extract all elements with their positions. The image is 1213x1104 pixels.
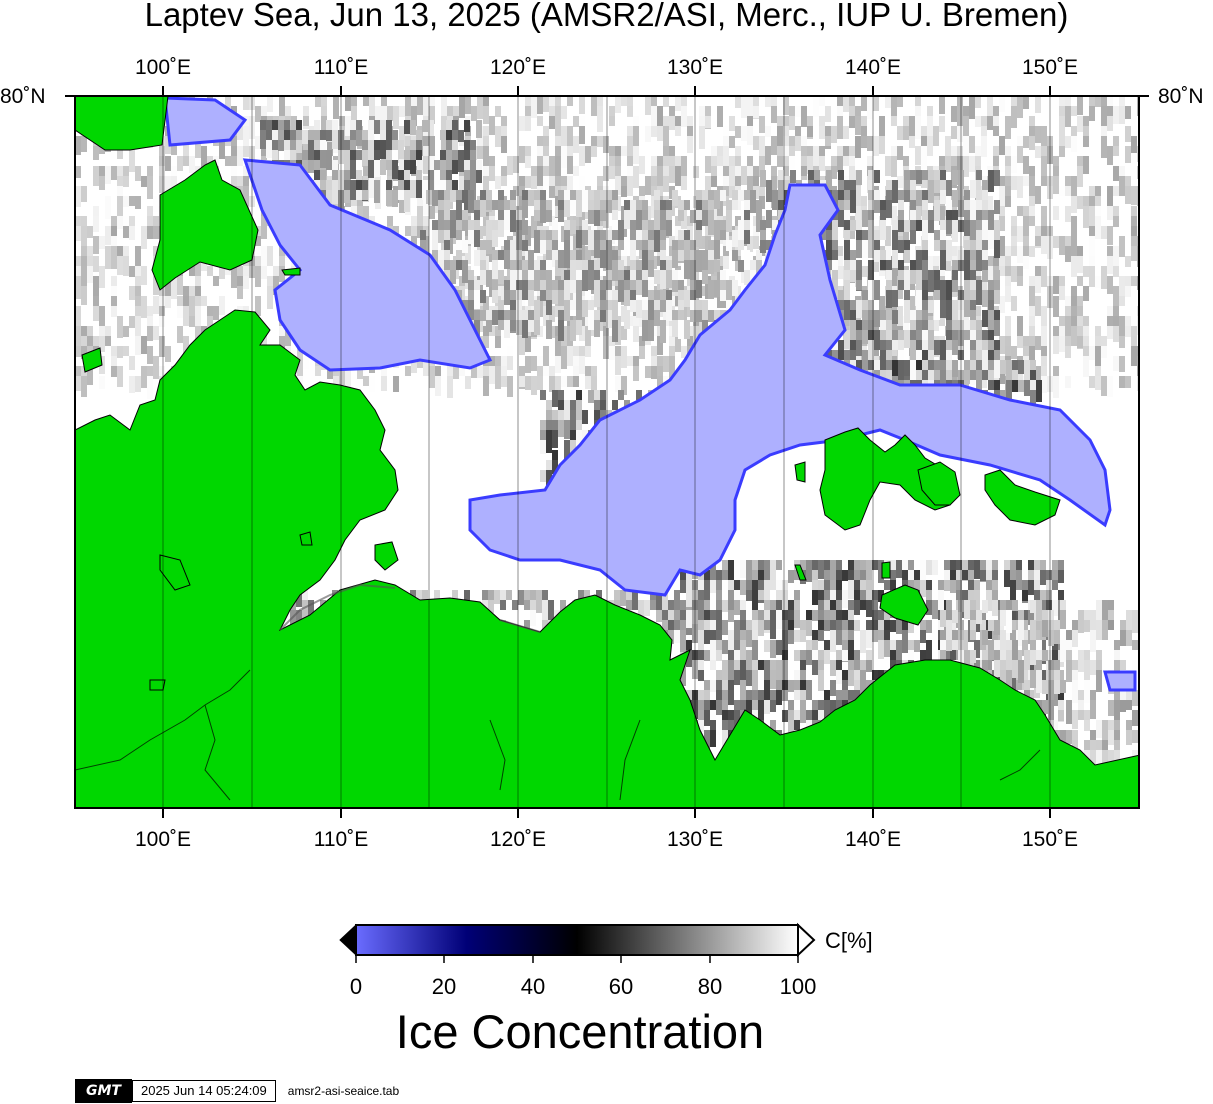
colorbar-tick-40: 40 xyxy=(520,974,546,999)
colorbar-tick-20: 20 xyxy=(431,974,457,999)
lat-label-right: 80˚N xyxy=(1158,85,1204,108)
map-frame xyxy=(74,95,1140,809)
map-title: Laptev Sea, Jun 13, 2025 (AMSR2/ASI, Mer… xyxy=(144,0,1069,33)
lon-tick-top-110: 110˚E xyxy=(313,56,369,79)
lon-tick-bottom-130: 130˚E xyxy=(666,828,724,851)
lat-label-left: 80˚N xyxy=(0,85,46,108)
colorbar-tick-0: 0 xyxy=(349,974,363,999)
lon-tick-bottom-140: 140˚E xyxy=(844,828,902,851)
colorbar-tick-80: 80 xyxy=(697,974,723,999)
graticule xyxy=(162,96,1051,808)
lon-tick-bottom-110: 110˚E xyxy=(313,828,369,851)
colorbar-tick-100: 100 xyxy=(779,974,817,999)
lon-tick-top-150: 150˚E xyxy=(1021,56,1079,79)
lon-tick-top-130: 130˚E xyxy=(666,56,724,79)
colorbar-title: Ice Concentration xyxy=(395,1005,765,1058)
colorbar-unit: C[%] xyxy=(825,928,873,953)
timestamp: 2025 Jun 14 05:24:09 xyxy=(131,1080,276,1102)
lon-tick-bottom-120: 120˚E xyxy=(489,828,547,851)
source-file: amsr2-asi-seaice.tab xyxy=(287,1084,400,1098)
colorbar-tick-60: 60 xyxy=(608,974,634,999)
lon-tick-bottom-150: 150˚E xyxy=(1021,828,1079,851)
colorbar xyxy=(339,922,816,963)
lon-tick-bottom-100: 100˚E xyxy=(134,828,192,851)
lon-tick-top-140: 140˚E xyxy=(844,56,902,79)
gmt-logo: GMT xyxy=(75,1079,132,1103)
footer: GMT 2025 Jun 14 05:24:09 amsr2-asi-seaic… xyxy=(75,1079,400,1103)
lon-tick-top-120: 120˚E xyxy=(489,56,547,79)
lon-tick-top-100: 100˚E xyxy=(134,56,192,79)
